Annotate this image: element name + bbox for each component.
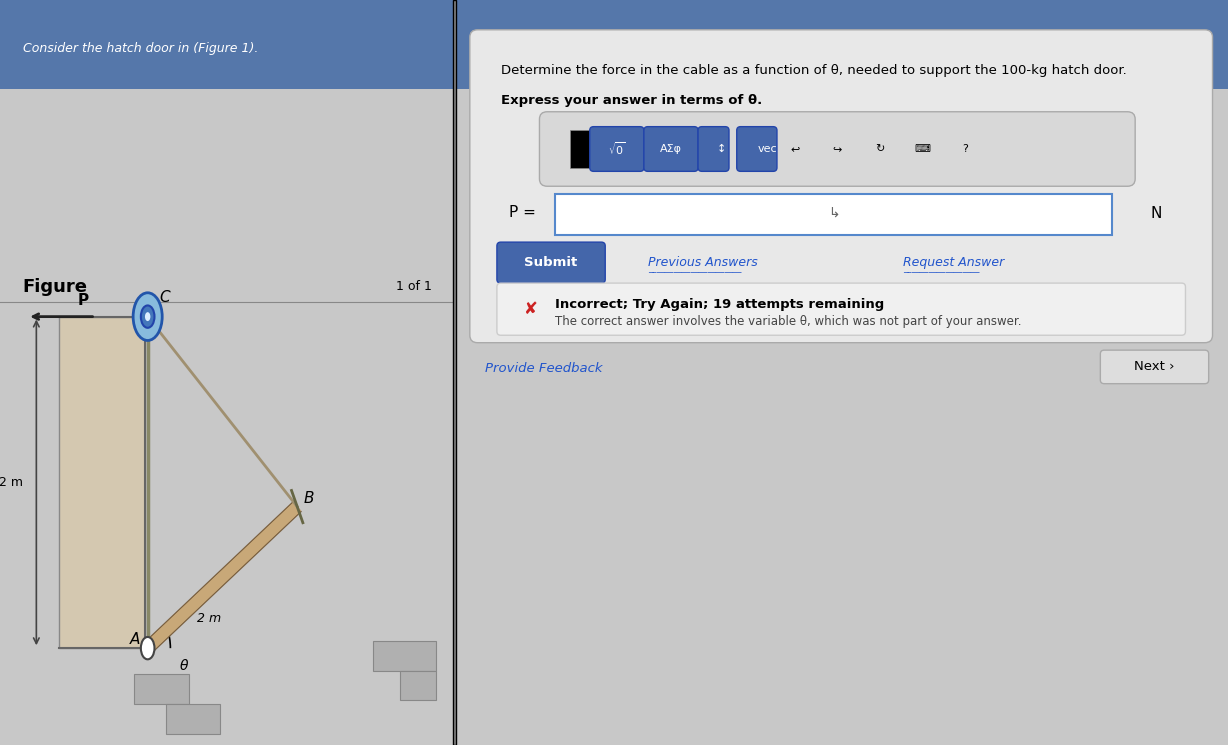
Text: Consider the hatch door in (Figure 1).: Consider the hatch door in (Figure 1).	[23, 42, 258, 55]
FancyBboxPatch shape	[470, 30, 1212, 343]
Text: Determine the force in the cable as a function of θ, needed to support the 100-k: Determine the force in the cable as a fu…	[501, 64, 1126, 77]
FancyBboxPatch shape	[737, 127, 777, 171]
FancyBboxPatch shape	[643, 127, 698, 171]
Circle shape	[141, 305, 155, 328]
FancyBboxPatch shape	[539, 112, 1135, 186]
Text: 2 m: 2 m	[196, 612, 221, 625]
Text: 1 of 1: 1 of 1	[395, 280, 432, 294]
Text: P =: P =	[508, 205, 535, 220]
Text: θ: θ	[179, 659, 188, 673]
Text: ?: ?	[962, 144, 968, 154]
Text: P: P	[77, 294, 88, 308]
Text: N: N	[1151, 206, 1162, 221]
FancyBboxPatch shape	[372, 641, 436, 671]
Text: Incorrect; Try Again; 19 attempts remaining: Incorrect; Try Again; 19 attempts remain…	[555, 298, 884, 311]
Text: Next ›: Next ›	[1135, 360, 1175, 373]
Text: Previous Answers: Previous Answers	[648, 256, 758, 269]
Circle shape	[145, 312, 150, 321]
Text: vec: vec	[758, 144, 777, 154]
FancyBboxPatch shape	[400, 670, 436, 700]
Text: ↻: ↻	[876, 144, 884, 154]
Text: ↩: ↩	[790, 144, 799, 154]
FancyBboxPatch shape	[497, 242, 605, 283]
Circle shape	[133, 293, 162, 340]
Text: ↪: ↪	[833, 144, 842, 154]
Text: B: B	[305, 491, 314, 506]
Text: C: C	[160, 290, 169, 305]
FancyBboxPatch shape	[59, 317, 145, 648]
FancyBboxPatch shape	[570, 130, 589, 168]
Text: ______________________: ______________________	[648, 264, 742, 273]
Text: The correct answer involves the variable θ, which was not part of your answer.: The correct answer involves the variable…	[555, 315, 1022, 329]
Text: Figure: Figure	[23, 278, 87, 296]
Text: Submit: Submit	[524, 256, 577, 269]
Text: AΣφ: AΣφ	[659, 144, 682, 154]
FancyBboxPatch shape	[454, 0, 1228, 89]
FancyBboxPatch shape	[0, 0, 454, 89]
FancyBboxPatch shape	[166, 704, 220, 734]
Text: $\sqrt{0}$: $\sqrt{0}$	[608, 141, 626, 157]
Text: 2 m: 2 m	[0, 476, 23, 489]
Text: A: A	[129, 633, 140, 647]
FancyBboxPatch shape	[589, 127, 643, 171]
Text: ⌨: ⌨	[915, 144, 931, 154]
Text: Request Answer: Request Answer	[903, 256, 1005, 269]
Text: ↕: ↕	[717, 144, 726, 154]
FancyBboxPatch shape	[698, 127, 729, 171]
FancyBboxPatch shape	[134, 674, 189, 704]
Text: __________________: __________________	[903, 264, 980, 273]
Text: Express your answer in terms of θ.: Express your answer in terms of θ.	[501, 94, 763, 107]
FancyBboxPatch shape	[497, 283, 1185, 335]
FancyBboxPatch shape	[1100, 350, 1208, 384]
Text: Provide Feedback: Provide Feedback	[485, 362, 603, 375]
FancyBboxPatch shape	[555, 194, 1113, 235]
Text: ✘: ✘	[524, 300, 538, 318]
Circle shape	[141, 637, 155, 659]
Text: ↳: ↳	[828, 207, 839, 221]
